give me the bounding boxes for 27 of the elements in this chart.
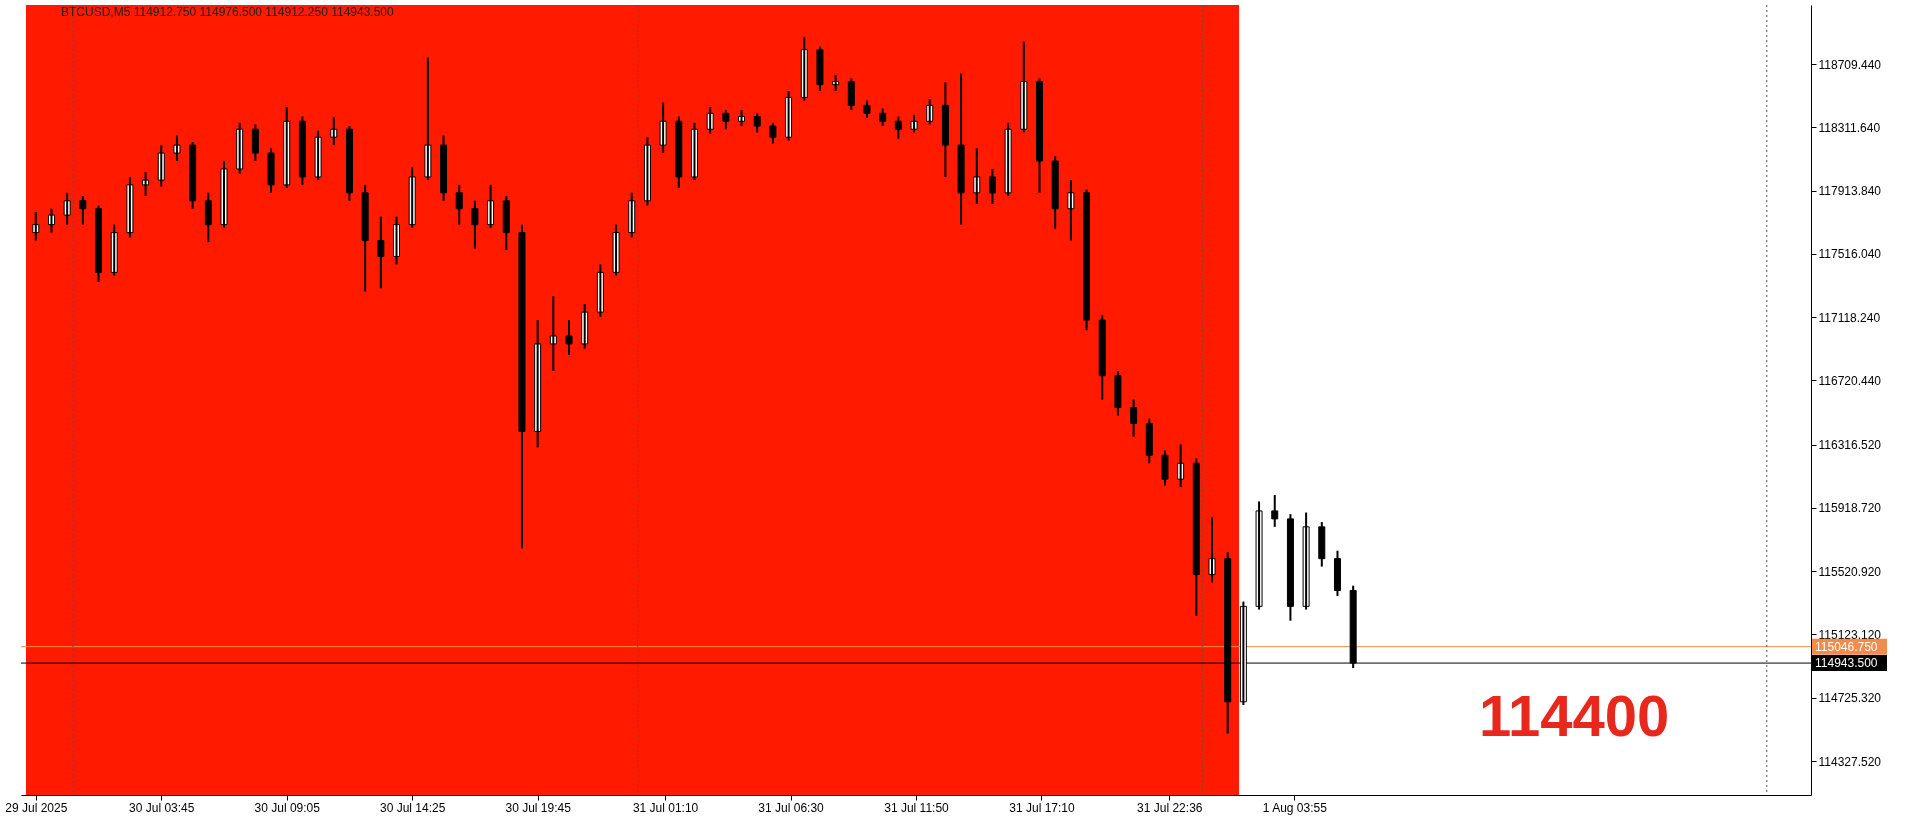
x-tick-label: 30 Jul 03:45 xyxy=(129,800,195,815)
y-tick-label: 117913.840 xyxy=(1818,184,1882,199)
ref-line-label: 115046.750 xyxy=(1815,639,1878,654)
x-tick-label: 30 Jul 14:25 xyxy=(379,800,446,815)
y-tick-label: 116316.520 xyxy=(1818,438,1882,453)
x-tick-label: 31 Jul 17:10 xyxy=(1009,800,1075,815)
x-tick-label: 29 Jul 2025 xyxy=(5,800,68,815)
y-tick-label: 115520.920 xyxy=(1818,564,1882,579)
x-tick-label: 31 Jul 11:50 xyxy=(884,800,950,815)
y-tick-label: 117118.240 xyxy=(1818,310,1881,325)
x-tick-label: 31 Jul 06:30 xyxy=(758,800,825,815)
y-tick-label: 115123.120 xyxy=(1818,628,1882,642)
y-tick-label: 117516.040 xyxy=(1818,247,1882,262)
x-tick-label: 30 Jul 19:45 xyxy=(505,800,572,815)
x-tick-label: 30 Jul 09:05 xyxy=(254,800,321,815)
ref-line-label: 114943.500 xyxy=(1815,656,1878,671)
x-tick-label: 31 Jul 01:10 xyxy=(632,800,699,815)
x-tick-label: 31 Jul 22:36 xyxy=(1137,800,1203,815)
y-tick-label: 114327.520 xyxy=(1818,754,1882,769)
y-tick-label: 115918.720 xyxy=(1818,501,1882,516)
y-tick-label: 116720.440 xyxy=(1818,373,1882,388)
x-tick-label: 1 Aug 03:55 xyxy=(1262,800,1328,815)
y-tick-label: 118709.440 xyxy=(1818,57,1882,72)
annotation: 114400 xyxy=(1479,683,1670,748)
y-tick-label: 114725.320 xyxy=(1818,691,1882,706)
annotation: BTCUSD,M5 114912.750 114976.500 114912.250 114943.500 xyxy=(61,5,395,19)
y-tick-label: 118311.640 xyxy=(1818,120,1881,135)
